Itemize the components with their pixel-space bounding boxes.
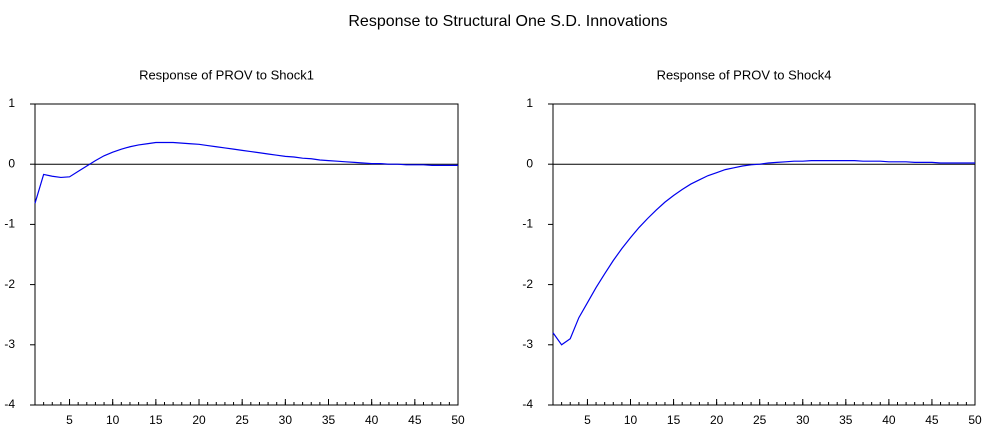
x-tick-label: 50 [451,413,465,427]
x-tick-label: 25 [753,413,767,427]
x-tick-label: 40 [882,413,896,427]
x-tick-label: 30 [796,413,810,427]
x-tick-label: 5 [584,413,591,427]
x-tick-label: 30 [279,413,293,427]
x-tick-label: 45 [408,413,422,427]
y-tick-label: 1 [526,96,533,110]
plot-frame [552,103,976,406]
x-tick-label: 40 [365,413,379,427]
x-tick-label: 20 [710,413,724,427]
plot-frame [34,103,459,406]
x-tick-label: 35 [839,413,853,427]
x-tick-label: 45 [925,413,939,427]
x-tick-label: 35 [322,413,336,427]
response-line [552,159,975,346]
y-tick-label: -4 [522,397,533,411]
x-tick-label: 15 [667,413,681,427]
x-tick-label: 10 [624,413,638,427]
panel-title: Response of PROV to Shock4 [657,67,832,82]
response-line [34,141,458,204]
y-tick-label: -1 [522,217,533,231]
x-tick-label: 10 [106,413,120,427]
x-tick-label: 25 [236,413,250,427]
y-tick-label: 0 [526,156,533,170]
y-tick-label: -3 [4,337,15,351]
x-tick-label: 50 [968,413,982,427]
x-tick-label: 5 [66,413,73,427]
y-tick-label: -3 [522,337,533,351]
y-tick-label: -1 [4,217,15,231]
y-tick-label: -4 [4,397,15,411]
y-tick-label: 1 [8,96,15,110]
x-tick-label: 20 [192,413,206,427]
x-tick-label: 15 [149,413,163,427]
y-tick-label: 0 [8,156,15,170]
figure-title: Response to Structural One S.D. Innovati… [348,13,667,30]
panel-title: Response of PROV to Shock1 [139,67,314,82]
y-tick-label: -2 [522,277,533,291]
y-tick-label: -2 [4,277,15,291]
